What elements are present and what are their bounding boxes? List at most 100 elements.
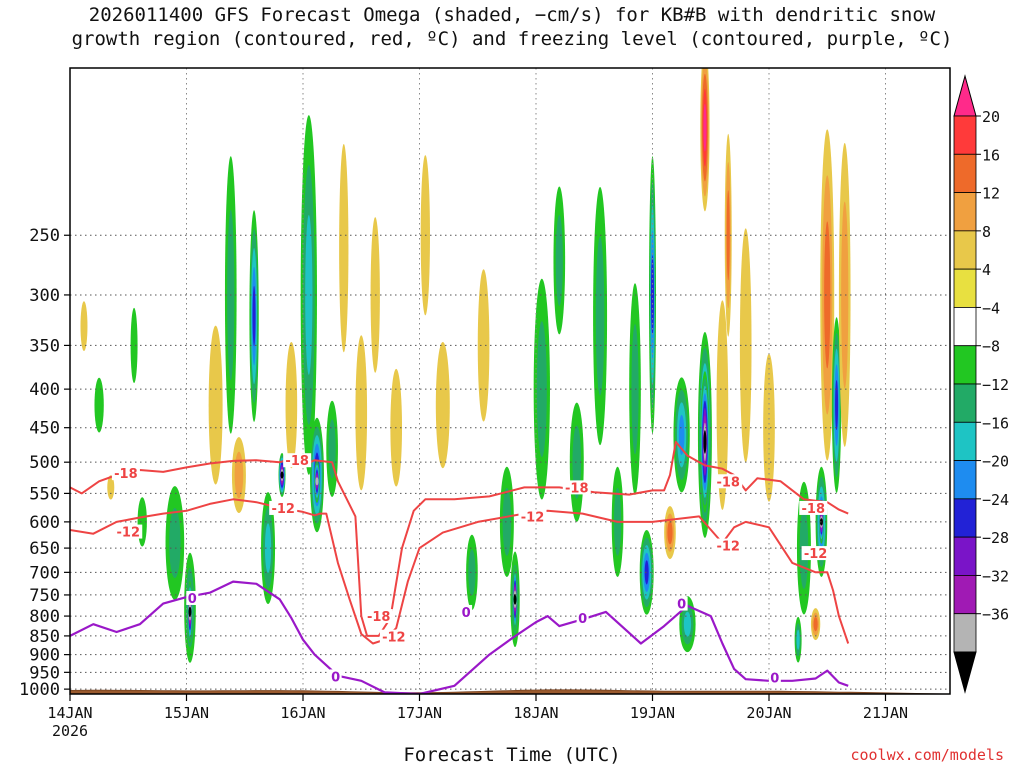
colorbar-label: −20 [982,453,1009,471]
omega-cell [763,353,775,502]
colorbar-label: −12 [982,376,1009,394]
x-axis: 14JAN 15JAN 16JAN 17JAN 18JAN 19JAN 20JAN 21JAN… [47,694,908,740]
contour-label-bg [768,670,781,685]
omega-shading [80,68,851,663]
colorbar: 20 16 12 8 4 −4 −8 −12 −16 −20 −24 −28 −32 −36 [953,74,1009,694]
colorbar-label: −16 [982,414,1009,432]
x-tick-label: 16JAN [280,704,325,722]
omega-cell [595,236,605,396]
omega-cell [435,341,450,469]
x-tick-label: 15JAN [164,704,209,722]
colorbar-label: 12 [982,185,1000,203]
omega-cell [824,221,831,369]
colorbar-segment [953,536,977,576]
dgz-contour-line [70,440,849,637]
omega-cell [339,143,349,353]
terrain-fill [70,689,950,694]
contour-label-bg [379,629,408,644]
contour-label: -18 [285,454,309,469]
dgz-contour-line [70,498,850,645]
contour-label-bg [518,509,547,524]
omega-cell [80,301,88,351]
x-tick-label: 18JAN [513,704,558,722]
x-tick-label: 17JAN [397,704,442,722]
contours [70,440,850,694]
contour-label-bg [799,500,828,515]
colorbar-label: −8 [982,338,1000,356]
contour-label: -12 [804,547,828,562]
contour-label-bg [283,453,312,468]
contour-label: 0 [331,670,340,685]
contour-label: -12 [117,526,141,541]
gridlines [70,68,950,694]
x-year-label: 2026 [52,722,88,740]
omega-cell [477,269,490,422]
colorbar-segment [953,230,977,270]
contour-label: -18 [367,610,391,625]
contour-label-bg [269,500,298,515]
omega-cell [264,523,272,573]
plot-frame [69,67,951,695]
colorbar-segment [953,421,977,461]
contour-label: -18 [802,502,826,517]
terrain-ground [70,689,950,694]
omega-cell [651,255,654,335]
omega-cell [305,215,313,375]
colorbar-segment [953,575,977,615]
y-tick-label: 250 [29,226,60,246]
plot-area [70,68,950,694]
colorbar-label: −4 [982,299,1000,317]
colorbar-label: 4 [982,261,991,279]
contour-label: -18 [716,475,740,490]
y-tick-label: 750 [29,586,60,606]
contour-label-bg [329,669,342,684]
omega-cell [468,549,476,596]
omega-cell [683,611,692,637]
contour-label-bg [562,480,591,495]
y-tick-label: 900 [29,646,60,666]
chart-title-line-2: growth region (contoured, red, ºC) and f… [71,28,953,50]
colorbar-label: −32 [982,567,1009,585]
colorbar-arrow-bottom [953,651,977,694]
credit-text: coolwx.com/models [850,746,1004,764]
contour-label-bg [576,611,589,626]
contour-label: 0 [677,598,686,613]
contour-label: -18 [565,481,589,496]
omega-cell [678,414,685,455]
x-axis-label: Forecast Time (UTC) [403,744,621,766]
colorbar-segment [953,192,977,232]
y-tick-label: 650 [29,539,60,559]
omega-cell [234,451,244,499]
omega-cell [208,325,223,485]
colorbar-label: 8 [982,223,991,241]
omega-cell [107,475,115,500]
omega-cell [716,300,729,510]
contour-label: 0 [462,606,471,621]
y-tick-label: 500 [29,453,60,473]
y-tick-label: 850 [29,627,60,647]
x-tick-label: 19JAN [630,704,675,722]
omega-cell [328,419,336,479]
omega-cell [703,103,707,152]
omega-cell [355,335,368,491]
omega-cell [796,629,800,650]
contour-label: -12 [716,540,740,555]
colorbar-label: −36 [982,606,1009,624]
colorbar-label: −28 [982,529,1009,547]
y-tick-label: 450 [29,419,60,439]
omega-cell [536,321,547,458]
contour-label: 0 [770,671,779,686]
colorbar-segment [953,345,977,385]
colorbar-segment [953,307,977,347]
omega-cell [130,307,138,383]
omega-cell [726,190,730,281]
contour-label-bg [364,609,393,624]
contour-label-bg [675,596,688,611]
contour-label: -12 [382,631,406,646]
omega-cell [315,477,319,486]
colorbar-segment [953,498,977,538]
x-tick-label: 20JAN [746,704,791,722]
contour-label-bg [111,466,140,481]
